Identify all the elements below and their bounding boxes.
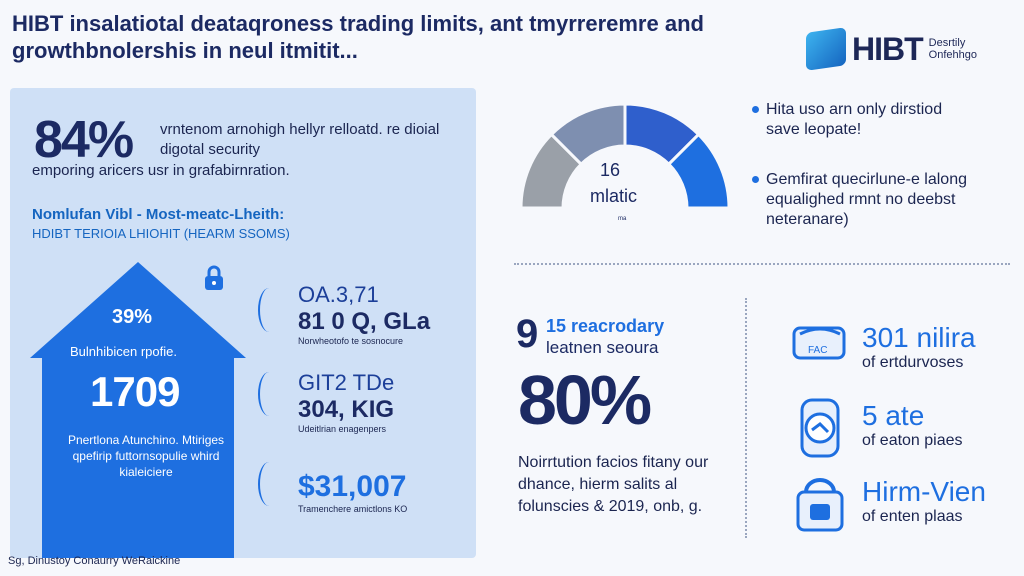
- logo-name: HIBT: [852, 30, 924, 67]
- stat-line-2: 81 0 Q, GLa: [298, 308, 431, 335]
- stat-line-2: 304, KIG: [298, 396, 395, 423]
- bracket-icon: [258, 462, 280, 506]
- divider-vertical: [745, 298, 747, 538]
- truck-icon: FAC: [792, 326, 846, 360]
- right-stat: Hirm-Vien of enten plaas: [862, 476, 986, 526]
- gauge-chart: [520, 102, 730, 210]
- right-stat-caption: of eaton piaes: [862, 432, 963, 449]
- house-percent: 39%: [112, 306, 153, 328]
- big-percent: 84%: [34, 111, 134, 169]
- number-line-1: 15 reacrodary: [546, 316, 665, 336]
- number-nine: 9: [516, 312, 539, 356]
- big-percent-text: vrntenom arnohigh hellyr relloatd. re di…: [160, 121, 440, 158]
- house-big-number: 1709: [90, 368, 180, 415]
- right-stat-value: 301 nilira: [862, 322, 976, 353]
- bracket-icon: [258, 288, 280, 332]
- house-description: Pnertlona Atunchino. Mtiriges qpefirip f…: [67, 433, 225, 479]
- logo-tagline: Desrtily Onfehhgo: [928, 37, 977, 61]
- logo: HIBT Desrtily Onfehhgo: [806, 27, 989, 71]
- house-label: Bulnhibicen rpofie.: [70, 344, 177, 359]
- gauge-segment: [666, 132, 730, 210]
- house-body: [42, 358, 234, 558]
- stat-caption: Tramenchere amictlons KO: [298, 504, 408, 514]
- gauge-label: mlatic: [590, 186, 638, 206]
- footer-text: Sg, Dinustoy Conaurry WeRaickine: [8, 555, 181, 567]
- right-stat-caption: of enten plaas: [862, 508, 963, 525]
- stat-caption: Norwheotofo te sosnocure: [298, 336, 404, 346]
- right-stat-value: 5 ate: [862, 400, 925, 431]
- big-80-text: Noirrtution facios fitany our dhance, hi…: [518, 454, 709, 515]
- big-percent-text-2: emporing aricers usr in grafabirnration.: [32, 162, 290, 179]
- stat-caption: Udeitlrian enagenpers: [298, 424, 387, 434]
- gauge-number: 16: [600, 160, 621, 180]
- bracket-icon: [258, 372, 280, 416]
- sub-heading: Nomlufan Vibl - Most-meatc-Lheith:: [32, 206, 285, 223]
- divider: [514, 263, 1010, 265]
- right-stat: 5 ate of eaton piaes: [862, 400, 963, 450]
- bag-icon: [796, 478, 844, 532]
- sub-heading-2: HDIBT TERIOIA LHIOHIT (HEARM SSOMS): [32, 226, 290, 241]
- stat-line-1: GIT2 TDe: [298, 370, 395, 395]
- right-stat-value: Hirm-Vien: [862, 476, 986, 507]
- watch-icon: [800, 398, 840, 458]
- stat-block: OA.3,71 81 0 Q, GLa Norwheotofo te sosno…: [298, 282, 430, 346]
- bullet-item: Gemfirat quecirlune-e lalong equalighed …: [752, 170, 976, 230]
- logo-icon: [806, 27, 846, 71]
- stat-block: $31,007 Tramenchere amictlons KO: [298, 470, 407, 514]
- truck-icon-label: FAC: [808, 345, 827, 356]
- gauge-tiny: ma: [618, 216, 627, 222]
- lock-icon: [205, 265, 223, 290]
- right-stat-caption: of ertdurvoses: [862, 354, 964, 371]
- bullet-item: Hita uso arn only dirstiod save leopate!: [752, 100, 966, 140]
- stat-line-1: OA.3,71: [298, 282, 379, 307]
- stat-block: GIT2 TDe 304, KIG Udeitlrian enagenpers: [298, 370, 394, 434]
- number-line-2: leatnen seoura: [546, 338, 659, 357]
- page-title: HIBT insalatiotal deataqroness trading l…: [12, 11, 704, 63]
- big-80-percent: 80%: [518, 361, 652, 439]
- right-stat: 301 nilira of ertdurvoses: [862, 322, 976, 372]
- stat-money: $31,007: [298, 470, 407, 503]
